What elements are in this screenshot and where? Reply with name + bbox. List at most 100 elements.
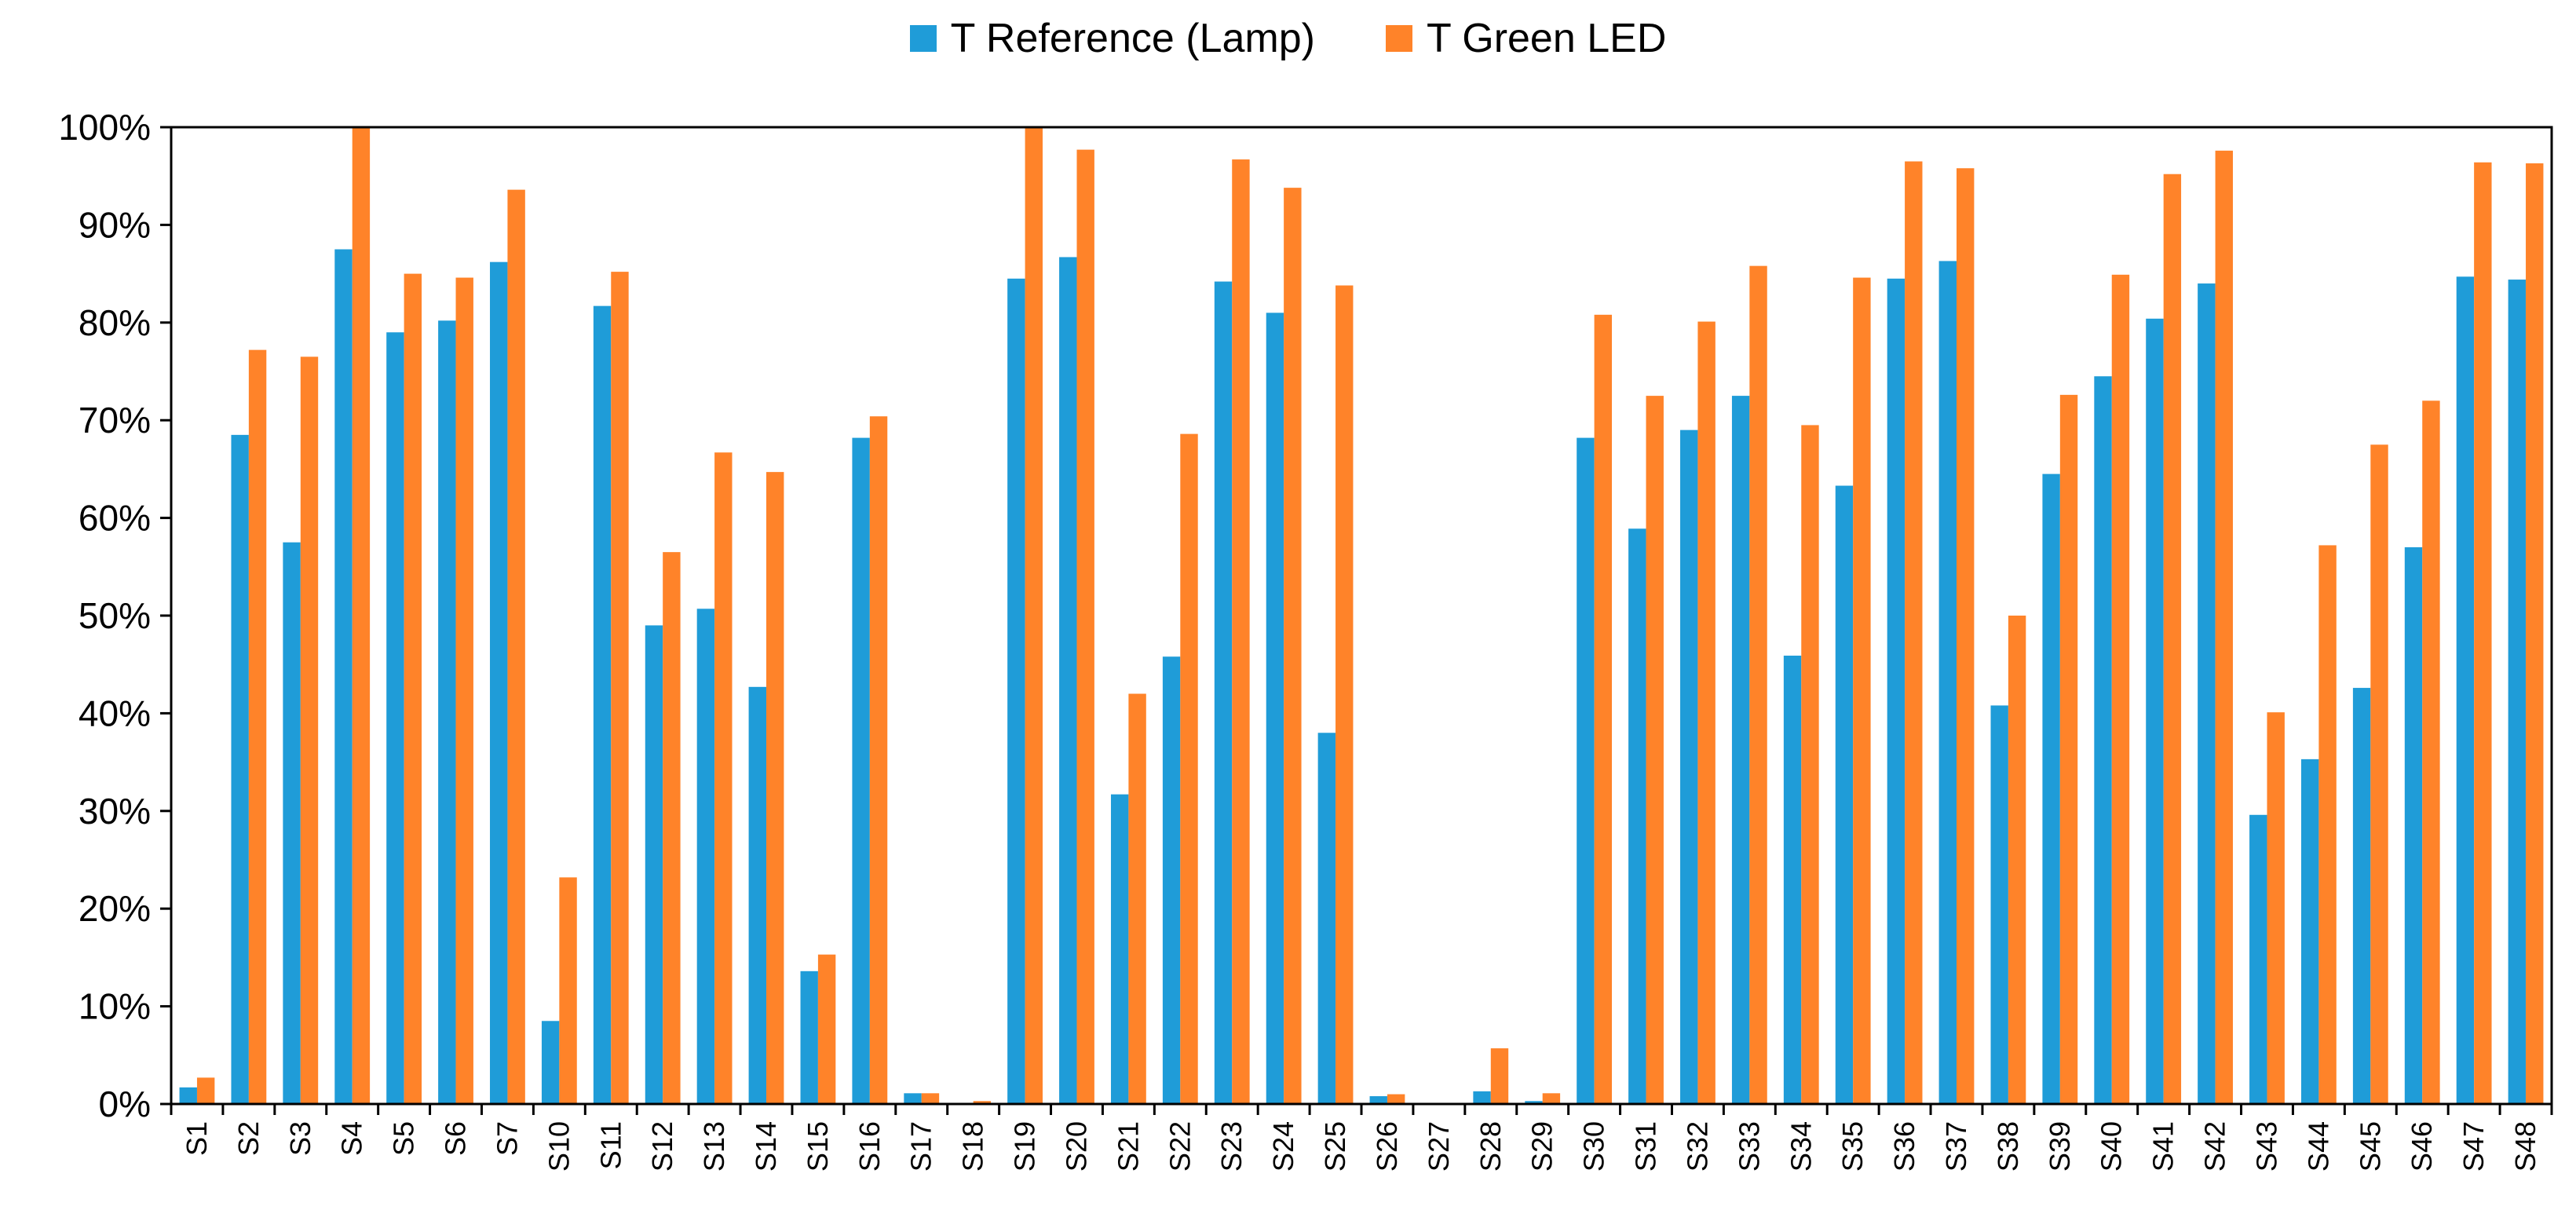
bar-reference-s48 [2508, 280, 2527, 1104]
x-tick-label-s26: S26 [1371, 1121, 1403, 1172]
x-tick-label-s25: S25 [1319, 1121, 1351, 1172]
bar-green-led-s19 [1025, 127, 1043, 1104]
bar-green-led-s40 [2111, 274, 2130, 1105]
bar-reference-s22 [1162, 656, 1181, 1104]
x-tick-label-s18: S18 [957, 1121, 989, 1172]
bar-green-led-s31 [1646, 396, 1664, 1105]
bar-reference-s47 [2456, 276, 2475, 1105]
bar-reference-s13 [696, 609, 715, 1104]
bar-green-led-s12 [663, 552, 681, 1104]
bar-reference-s3 [283, 542, 301, 1104]
x-tick-label-s3: S3 [284, 1121, 316, 1156]
bar-reference-s7 [490, 261, 508, 1104]
bar-green-led-s3 [300, 356, 319, 1105]
bar-green-led-s18 [973, 1101, 992, 1104]
bar-reference-s39 [2042, 473, 2060, 1104]
bar-green-led-s24 [1284, 188, 1302, 1104]
bar-reference-s36 [1887, 278, 1906, 1104]
x-tick-label-s45: S45 [2354, 1121, 2386, 1172]
x-tick-label-s28: S28 [1474, 1121, 1507, 1172]
y-tick-label: 10% [79, 986, 151, 1027]
bar-reference-s40 [2094, 376, 2112, 1105]
x-tick-label-s42: S42 [2199, 1121, 2231, 1172]
bar-green-led-s39 [2059, 394, 2078, 1104]
x-tick-label-s13: S13 [698, 1121, 730, 1172]
bar-reference-s46 [2404, 547, 2423, 1104]
y-tick-label: 100% [58, 107, 151, 148]
bar-green-led-s44 [2318, 545, 2337, 1104]
bar-green-led-s36 [1905, 161, 1923, 1104]
bar-green-led-s2 [248, 349, 267, 1104]
bar-reference-s45 [2352, 688, 2371, 1104]
x-tick-label-s47: S47 [2457, 1121, 2490, 1172]
x-tick-label-s1: S1 [181, 1121, 213, 1156]
y-tick-label: 80% [79, 302, 151, 343]
x-tick-label-s11: S11 [594, 1121, 627, 1169]
bar-green-led-s22 [1180, 433, 1198, 1104]
bar-green-led-s17 [921, 1093, 940, 1104]
bar-reference-s41 [2146, 318, 2164, 1104]
y-tick-label: 20% [79, 888, 151, 929]
bar-green-led-s32 [1697, 321, 1716, 1104]
y-tick-label: 0% [99, 1084, 151, 1124]
x-tick-label-s32: S32 [1681, 1121, 1713, 1172]
bar-green-led-s38 [2008, 616, 2026, 1104]
bar-green-led-s37 [1957, 168, 1975, 1104]
bar-reference-s43 [2249, 814, 2267, 1104]
bar-reference-s35 [1835, 485, 1854, 1104]
legend-swatch-reference [909, 25, 937, 52]
x-tick-label-s27: S27 [1423, 1121, 1455, 1172]
bar-green-led-s47 [2474, 162, 2492, 1104]
bar-reference-s15 [800, 971, 818, 1104]
bar-reference-s10 [541, 1021, 560, 1104]
bar-reference-s5 [386, 332, 404, 1104]
y-tick-label: 90% [79, 204, 151, 245]
bar-reference-s1 [179, 1087, 197, 1104]
bar-reference-s38 [1990, 705, 2008, 1104]
y-tick-label: 40% [79, 693, 151, 733]
y-tick-label: 50% [79, 595, 151, 636]
x-tick-label-s19: S19 [1009, 1121, 1041, 1172]
bar-green-led-s46 [2422, 400, 2440, 1104]
y-axis-ticks: 0% 10% 20% 30% 40% 50% 60% 70% 80% 90% 100% [58, 107, 171, 1124]
x-tick-label-s4: S4 [336, 1121, 368, 1156]
bar-green-led-s1 [196, 1077, 215, 1104]
x-tick-label-s40: S40 [2096, 1121, 2128, 1172]
bar-reference-s12 [645, 625, 663, 1104]
x-tick-label-s10: S10 [543, 1121, 575, 1172]
x-tick-label-s29: S29 [1526, 1121, 1558, 1172]
bar-green-led-s34 [1801, 425, 1819, 1104]
y-tick-label: 70% [79, 400, 151, 440]
bar-reference-s30 [1577, 437, 1595, 1104]
bar-green-led-s30 [1594, 314, 1613, 1105]
bar-reference-s11 [593, 305, 612, 1104]
bar-green-led-s7 [507, 189, 525, 1104]
x-tick-label-s30: S30 [1578, 1121, 1610, 1172]
bar-green-led-s43 [2267, 712, 2285, 1104]
bars-group [179, 127, 2544, 1105]
bar-green-led-s35 [1853, 277, 1871, 1105]
bar-green-led-s48 [2526, 163, 2544, 1104]
legend-label-reference: T Reference (Lamp) [950, 16, 1315, 61]
x-tick-label-s38: S38 [1992, 1121, 2024, 1172]
x-tick-label-s41: S41 [2147, 1121, 2180, 1172]
bar-green-led-s21 [1128, 693, 1146, 1104]
bar-green-led-s11 [611, 272, 629, 1104]
x-tick-label-s15: S15 [802, 1121, 834, 1172]
bar-green-led-s33 [1749, 265, 1767, 1104]
bar-reference-s17 [904, 1093, 922, 1104]
legend: T Reference (Lamp) T Green LED [0, 11, 2576, 66]
bar-reference-s20 [1059, 257, 1077, 1105]
bar-reference-s34 [1783, 656, 1802, 1104]
bar-green-led-s20 [1076, 149, 1094, 1105]
x-tick-label-s39: S39 [2044, 1121, 2076, 1172]
x-tick-label-s35: S35 [1836, 1121, 1869, 1172]
x-axis-ticks: S1 S2 S3 S4 S5 S6 S7 S10 S11 S12 S13 S14 S15 S16 S17 S1… [170, 1104, 2553, 1172]
x-tick-label-s6: S6 [440, 1121, 472, 1156]
x-tick-label-s14: S14 [750, 1121, 782, 1172]
bar-green-led-s29 [1542, 1093, 1561, 1104]
bar-green-led-s28 [1490, 1048, 1509, 1104]
bar-reference-s29 [1525, 1101, 1543, 1104]
bar-green-led-s13 [714, 452, 733, 1104]
